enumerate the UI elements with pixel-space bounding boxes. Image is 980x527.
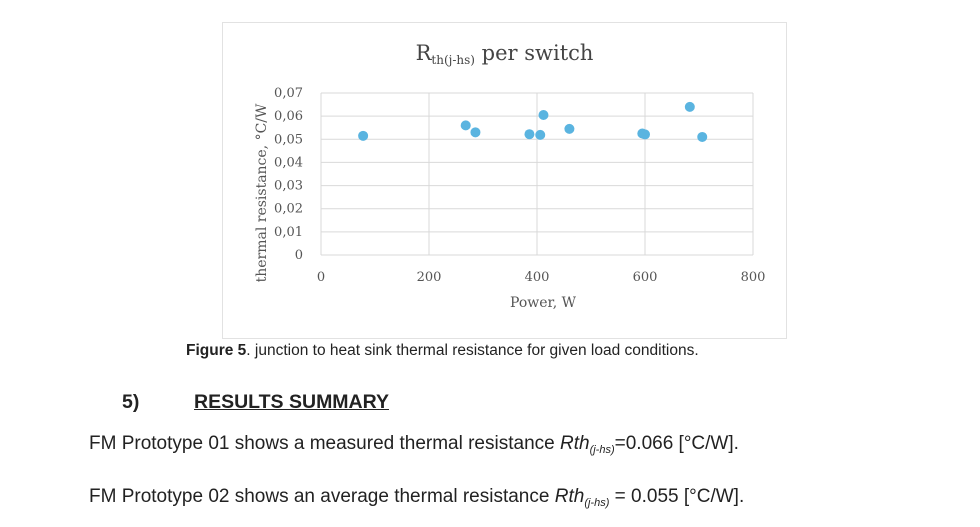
result-2-suffix: = 0.055 [°C/W]. bbox=[609, 486, 745, 507]
data-point bbox=[697, 131, 708, 142]
x-tick-label: 0 bbox=[317, 270, 325, 285]
chart-title: Rth(j-hs) per switch bbox=[223, 41, 786, 67]
data-point bbox=[460, 120, 471, 131]
data-point bbox=[564, 123, 575, 134]
data-point bbox=[684, 101, 695, 112]
y-tick-label: 0,05 bbox=[274, 132, 303, 147]
chart-title-subscript: th(j-hs) bbox=[431, 53, 475, 67]
figure-caption-text: . junction to heat sink thermal resistan… bbox=[246, 342, 699, 359]
y-tick-label: 0,07 bbox=[274, 86, 303, 101]
result-2-subscript: (j-hs) bbox=[584, 497, 610, 509]
data-point bbox=[640, 129, 650, 140]
y-tick-label: 0,03 bbox=[274, 179, 303, 194]
x-axis-label: Power, W bbox=[510, 295, 576, 311]
y-tick-label: 0,06 bbox=[274, 109, 303, 124]
x-tick-label: 400 bbox=[525, 270, 550, 285]
chart-title-main: R bbox=[415, 41, 432, 65]
y-tick-label: 0,02 bbox=[274, 202, 303, 217]
y-axis-label: thermal resistance, °C/W bbox=[254, 103, 270, 283]
figure-caption-label: Figure 5 bbox=[186, 342, 247, 359]
result-1-suffix: =0.066 [°C/W]. bbox=[614, 433, 739, 454]
scatter-chart: 0 0,01 0,02 0,03 0,04 0,05 0,06 0,07 0 200 400 600 8… bbox=[274, 86, 766, 285]
chart-frame: 0 0,01 0,02 0,03 0,04 0,05 0,06 0,07 0 200 400 600 8… bbox=[222, 22, 787, 339]
section-number: 5) bbox=[122, 391, 140, 413]
y-tick-label: 0,01 bbox=[274, 225, 303, 240]
data-point bbox=[470, 127, 481, 138]
x-tick-label: 600 bbox=[633, 270, 658, 285]
x-tick-label: 800 bbox=[741, 270, 766, 285]
chart-title-rest: per switch bbox=[474, 41, 594, 65]
result-1-symbol: Rth bbox=[559, 433, 590, 454]
data-point bbox=[358, 130, 369, 141]
x-tick-label: 200 bbox=[417, 270, 442, 285]
section-heading: 5) RESULTS SUMMARY bbox=[122, 391, 389, 414]
y-tick-label: 0,04 bbox=[274, 155, 303, 170]
section-title: RESULTS SUMMARY bbox=[194, 391, 389, 413]
figure-caption: Figure 5. junction to heat sink thermal … bbox=[186, 342, 699, 360]
result-1-subscript: (j-hs) bbox=[589, 444, 615, 456]
y-tick-label: 0 bbox=[295, 248, 303, 263]
result-line-1: FM Prototype 01 shows a measured thermal… bbox=[89, 433, 739, 456]
data-point bbox=[535, 129, 546, 140]
result-1-prefix: FM Prototype 01 shows a measured thermal… bbox=[89, 433, 560, 454]
result-2-prefix: FM Prototype 02 shows an average thermal… bbox=[89, 486, 555, 507]
data-point bbox=[538, 109, 549, 120]
result-2-symbol: Rth bbox=[554, 486, 585, 507]
data-point bbox=[524, 129, 535, 140]
result-line-2: FM Prototype 02 shows an average thermal… bbox=[89, 486, 744, 509]
